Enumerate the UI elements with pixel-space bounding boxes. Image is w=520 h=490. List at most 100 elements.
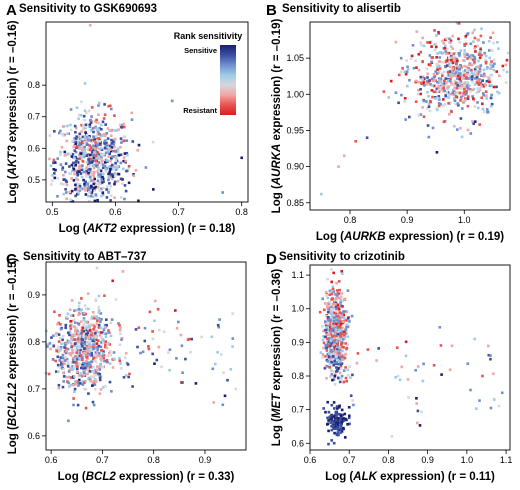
data-point (329, 329, 332, 332)
data-point (331, 351, 335, 354)
data-point (330, 416, 334, 419)
data-point (340, 270, 343, 273)
data-point (103, 294, 106, 297)
data-point (86, 292, 90, 295)
data-point (106, 150, 110, 153)
data-point (325, 294, 328, 297)
data-point (488, 49, 491, 52)
data-point (339, 414, 343, 417)
data-point (490, 105, 493, 108)
data-point (404, 72, 408, 76)
data-point (444, 94, 447, 97)
data-point (445, 90, 449, 94)
data-point (122, 156, 126, 159)
data-point (453, 86, 457, 89)
data-point (81, 340, 84, 344)
data-point (482, 41, 485, 44)
data-point (324, 328, 327, 332)
data-point (435, 56, 438, 59)
data-point (472, 122, 475, 125)
data-point (120, 126, 123, 129)
data-point (337, 280, 341, 283)
data-point (87, 327, 90, 331)
data-point (433, 78, 437, 82)
data-point (127, 375, 130, 379)
data-point (95, 121, 99, 124)
data-point (78, 301, 81, 305)
data-point (461, 107, 464, 110)
data-point (456, 128, 459, 131)
data-point (220, 353, 223, 356)
data-point (119, 153, 123, 157)
data-point (504, 63, 508, 67)
data-point (394, 91, 398, 94)
data-point (84, 168, 87, 171)
data-point (134, 168, 138, 172)
data-point (62, 183, 65, 186)
data-point (332, 415, 336, 418)
data-point (110, 146, 114, 149)
data-point (462, 77, 465, 81)
data-point (332, 322, 335, 325)
data-point (459, 79, 462, 83)
data-point (406, 84, 409, 88)
data-point (88, 23, 92, 27)
data-point (475, 91, 479, 94)
data-point (350, 314, 354, 318)
data-point (113, 171, 116, 175)
data-point (110, 129, 113, 133)
data-point (77, 384, 80, 387)
data-point (473, 57, 477, 61)
data-point (90, 179, 93, 182)
data-point (464, 51, 468, 55)
data-point (82, 318, 86, 322)
data-point (62, 174, 65, 177)
data-point (110, 138, 113, 142)
data-point (405, 70, 409, 73)
data-point (489, 357, 492, 361)
data-point (160, 365, 163, 369)
data-point (336, 292, 340, 295)
x-tick-label: 0.8 (235, 207, 248, 217)
data-point (454, 81, 458, 85)
data-point (61, 338, 64, 342)
data-point (81, 383, 85, 386)
y-tick-label: 0.9 (27, 290, 40, 300)
legend-top-label: Sensitive (184, 46, 217, 55)
data-point (336, 426, 339, 430)
data-point (121, 270, 125, 273)
data-point (69, 128, 73, 132)
data-point (60, 361, 63, 364)
data-point (82, 124, 85, 127)
data-point (79, 114, 83, 117)
data-point (71, 152, 75, 156)
plot-frame (45, 21, 249, 203)
data-point (341, 349, 344, 353)
data-point (390, 435, 394, 438)
data-point (85, 344, 89, 347)
data-point (468, 55, 471, 58)
data-point (92, 375, 95, 378)
data-point (87, 194, 90, 198)
data-point (338, 360, 341, 363)
data-point (339, 364, 343, 368)
data-point (82, 114, 86, 118)
data-point (180, 344, 184, 348)
data-point (443, 47, 447, 50)
data-point (76, 354, 79, 357)
data-point (82, 323, 85, 327)
data-point (477, 53, 481, 57)
data-point (473, 83, 477, 86)
x-tick-label: 1.0 (461, 455, 474, 465)
data-point (463, 64, 466, 68)
data-point (470, 63, 474, 67)
data-point (81, 326, 85, 330)
data-point (83, 140, 86, 144)
data-point (90, 344, 93, 347)
data-point (426, 72, 429, 76)
data-point (84, 326, 88, 329)
data-point (64, 356, 67, 359)
data-point (109, 134, 113, 137)
data-point (114, 159, 118, 162)
